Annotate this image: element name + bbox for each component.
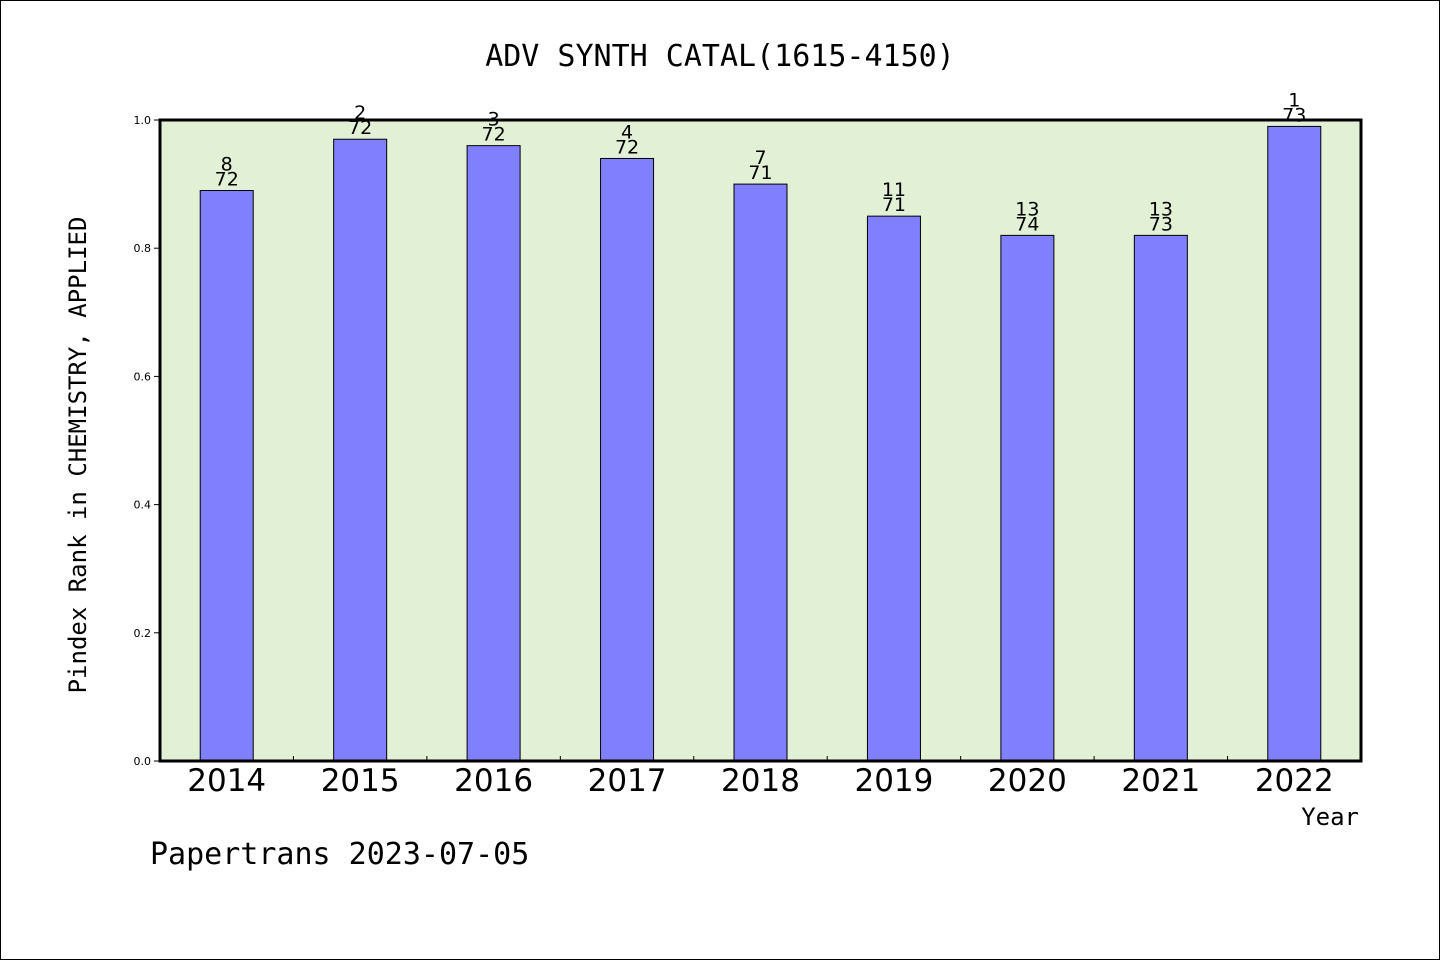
x-tick-label: 2015 [321,763,400,799]
y-tick-label: 1.0 [134,114,152,127]
x-tick-label: 2022 [1255,763,1334,799]
bar-2018 [733,183,788,762]
y-axis: 0.0 0.2 0.4 0.6 0.8 1.0 [134,114,160,768]
y-tick-label: 0.8 [134,242,152,255]
y-tick-label: 0.4 [134,499,152,512]
x-tick-label: 2017 [588,763,667,799]
bar-rank-label: 13 [1015,198,1039,220]
bar-rank-label: 4 [621,121,633,143]
x-tick-label: 2019 [854,763,933,799]
bar-total-label: 73 [1282,104,1306,126]
bar-2015 [333,138,388,762]
x-tick-label: 2021 [1121,763,1200,799]
bar-rank-label: 1 [1288,89,1300,111]
bar-2021 [1133,234,1188,762]
bar-rank-label: 8 [221,154,233,176]
bar-2020 [1000,234,1055,762]
plot-border [158,118,1363,763]
bar-total-label: 72 [215,169,239,191]
bar-2017 [600,157,655,762]
bars-group [199,125,1322,762]
y-axis-label: Pindex Rank in CHEMISTRY, APPLIED [64,217,92,694]
bar-2016 [466,145,521,762]
bar-total-label: 71 [748,162,772,184]
footer-note: Papertrans 2023-07-05 [150,837,529,872]
bar-total-label: 72 [482,124,506,146]
bar-total-label: 72 [348,117,372,139]
y-tick-label: 0.2 [134,627,152,640]
bar-rank-label: 13 [1149,198,1173,220]
bar-total-label: 73 [1149,213,1173,235]
y-tick-label: 0.6 [134,370,152,383]
bar-total-label: 71 [882,194,906,216]
chart-title: ADV SYNTH CATAL(1615-4150) [485,39,955,74]
y-tick-label: 0.0 [134,755,152,768]
bar-total-label: 74 [1015,213,1039,235]
bar-total-label: 72 [615,136,639,158]
x-tick-label: 2020 [988,763,1067,799]
bar-2019 [866,215,921,762]
x-tick-label: 2018 [721,763,800,799]
bar-2014 [199,190,254,762]
bar-rank-label: 11 [882,179,906,201]
x-tick-label: 2016 [454,763,533,799]
x-axis-label: Year [1301,803,1359,831]
x-tick-label: 2014 [187,763,266,799]
bar-2022 [1267,125,1322,762]
x-axis: 2014 2015 2016 2017 2018 2019 2020 2021 2022 [187,756,1334,799]
bar-rank-label: 7 [754,147,766,169]
